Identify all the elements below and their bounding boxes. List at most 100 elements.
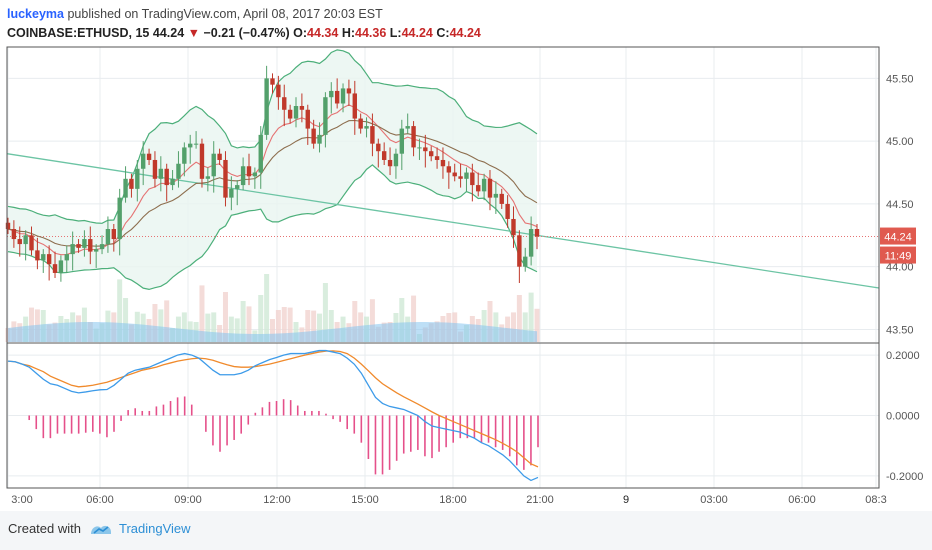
candle [193,131,199,149]
candle-body [511,218,516,236]
candle-body [399,128,405,154]
volume-bar [211,312,217,342]
candle [35,237,40,270]
low-value: 44.24 [401,26,433,40]
price-tick-label: 45.00 [886,136,914,148]
candle [446,161,452,189]
candle [146,148,152,165]
candle [493,181,499,214]
candle [240,157,246,191]
candle-body [17,239,22,245]
volume-bar [264,274,270,342]
trend-line[interactable] [6,153,880,289]
candle-body [52,264,58,273]
candle [417,138,422,160]
candle-body [117,197,122,240]
volume-bar [369,299,375,342]
candle [387,147,393,176]
candle-body [293,106,299,119]
candle [317,122,322,153]
price-chart[interactable]: 45.50 45.00 44.50 44.00 43.50 0.2000 0.0000 -0.… [0,0,932,512]
footer: Created with TradingView [8,521,191,536]
volume-bar [311,310,317,342]
candle [23,230,28,261]
volume-bar [305,310,311,342]
candle [293,97,299,128]
candle [511,206,516,248]
macd-tick-label: -0.2000 [886,471,923,483]
candle [29,226,34,256]
candle-body [458,176,463,179]
candle-body [370,126,375,144]
candle-body [58,260,64,273]
volume-bar [234,318,240,342]
candle [464,167,469,192]
candle-body [158,168,164,179]
volume-bar [411,295,417,342]
last-price-badge [880,227,916,245]
candle [46,245,52,281]
candle [11,220,17,248]
candle-body [5,222,11,230]
candle-body [70,244,75,255]
last-price: 44.24 [152,26,185,40]
symbol-label[interactable]: COINBASE:ETHUSD, 15 [7,26,150,40]
candle-body [340,88,346,104]
candle-body [258,134,263,173]
candle [76,239,81,253]
candle [323,92,328,148]
volume-bar [205,313,211,342]
author-name[interactable]: luckeyma [7,7,64,21]
candle [199,138,205,188]
volume-bar [258,295,264,342]
candle [205,167,211,192]
candle [58,255,64,282]
candle-body [135,168,140,189]
time-tick-label: 21:00 [526,494,554,506]
candle-body [152,159,158,179]
candle [334,78,340,109]
candle [523,247,528,272]
candle-body [452,172,457,177]
candle [70,231,75,271]
candle [376,138,381,168]
candle-body [146,153,152,160]
volume-bar [29,307,35,342]
candle-body [182,147,187,164]
candle [64,245,69,273]
candle-body [140,153,146,169]
volume-bar [181,312,187,342]
candle-body [46,254,52,265]
time-tick-label: 12:00 [263,494,291,506]
candle [393,148,399,179]
candle-body [311,128,316,144]
candle [88,226,93,265]
candle-body [252,172,258,177]
volume-bar [522,312,528,342]
time-tick-label: 06:00 [788,494,816,506]
candle [470,163,475,202]
axis-labels: 45.50 45.00 44.50 44.00 43.50 0.2000 0.0000 -0.… [11,73,923,506]
candle [340,83,346,113]
open-label: O: [293,26,308,40]
volume-bar [152,304,158,342]
candle [370,113,375,157]
candle-body [282,97,287,110]
candle-body [199,143,205,179]
candle-body [93,249,99,252]
candle [276,75,281,110]
candle [176,151,181,188]
candle-body [41,254,46,261]
tradingview-logo-icon[interactable] [89,522,113,536]
tradingview-link[interactable]: TradingView [118,521,191,536]
volume-bars [5,274,540,342]
candle-body [381,151,387,160]
candle-body [111,229,116,240]
candle-body [481,178,487,192]
candle-body [299,106,305,110]
time-tick-label: 08:3 [865,494,886,506]
close-label: C: [436,26,450,40]
candle [99,235,105,255]
candle [305,104,310,145]
candle [52,251,58,278]
